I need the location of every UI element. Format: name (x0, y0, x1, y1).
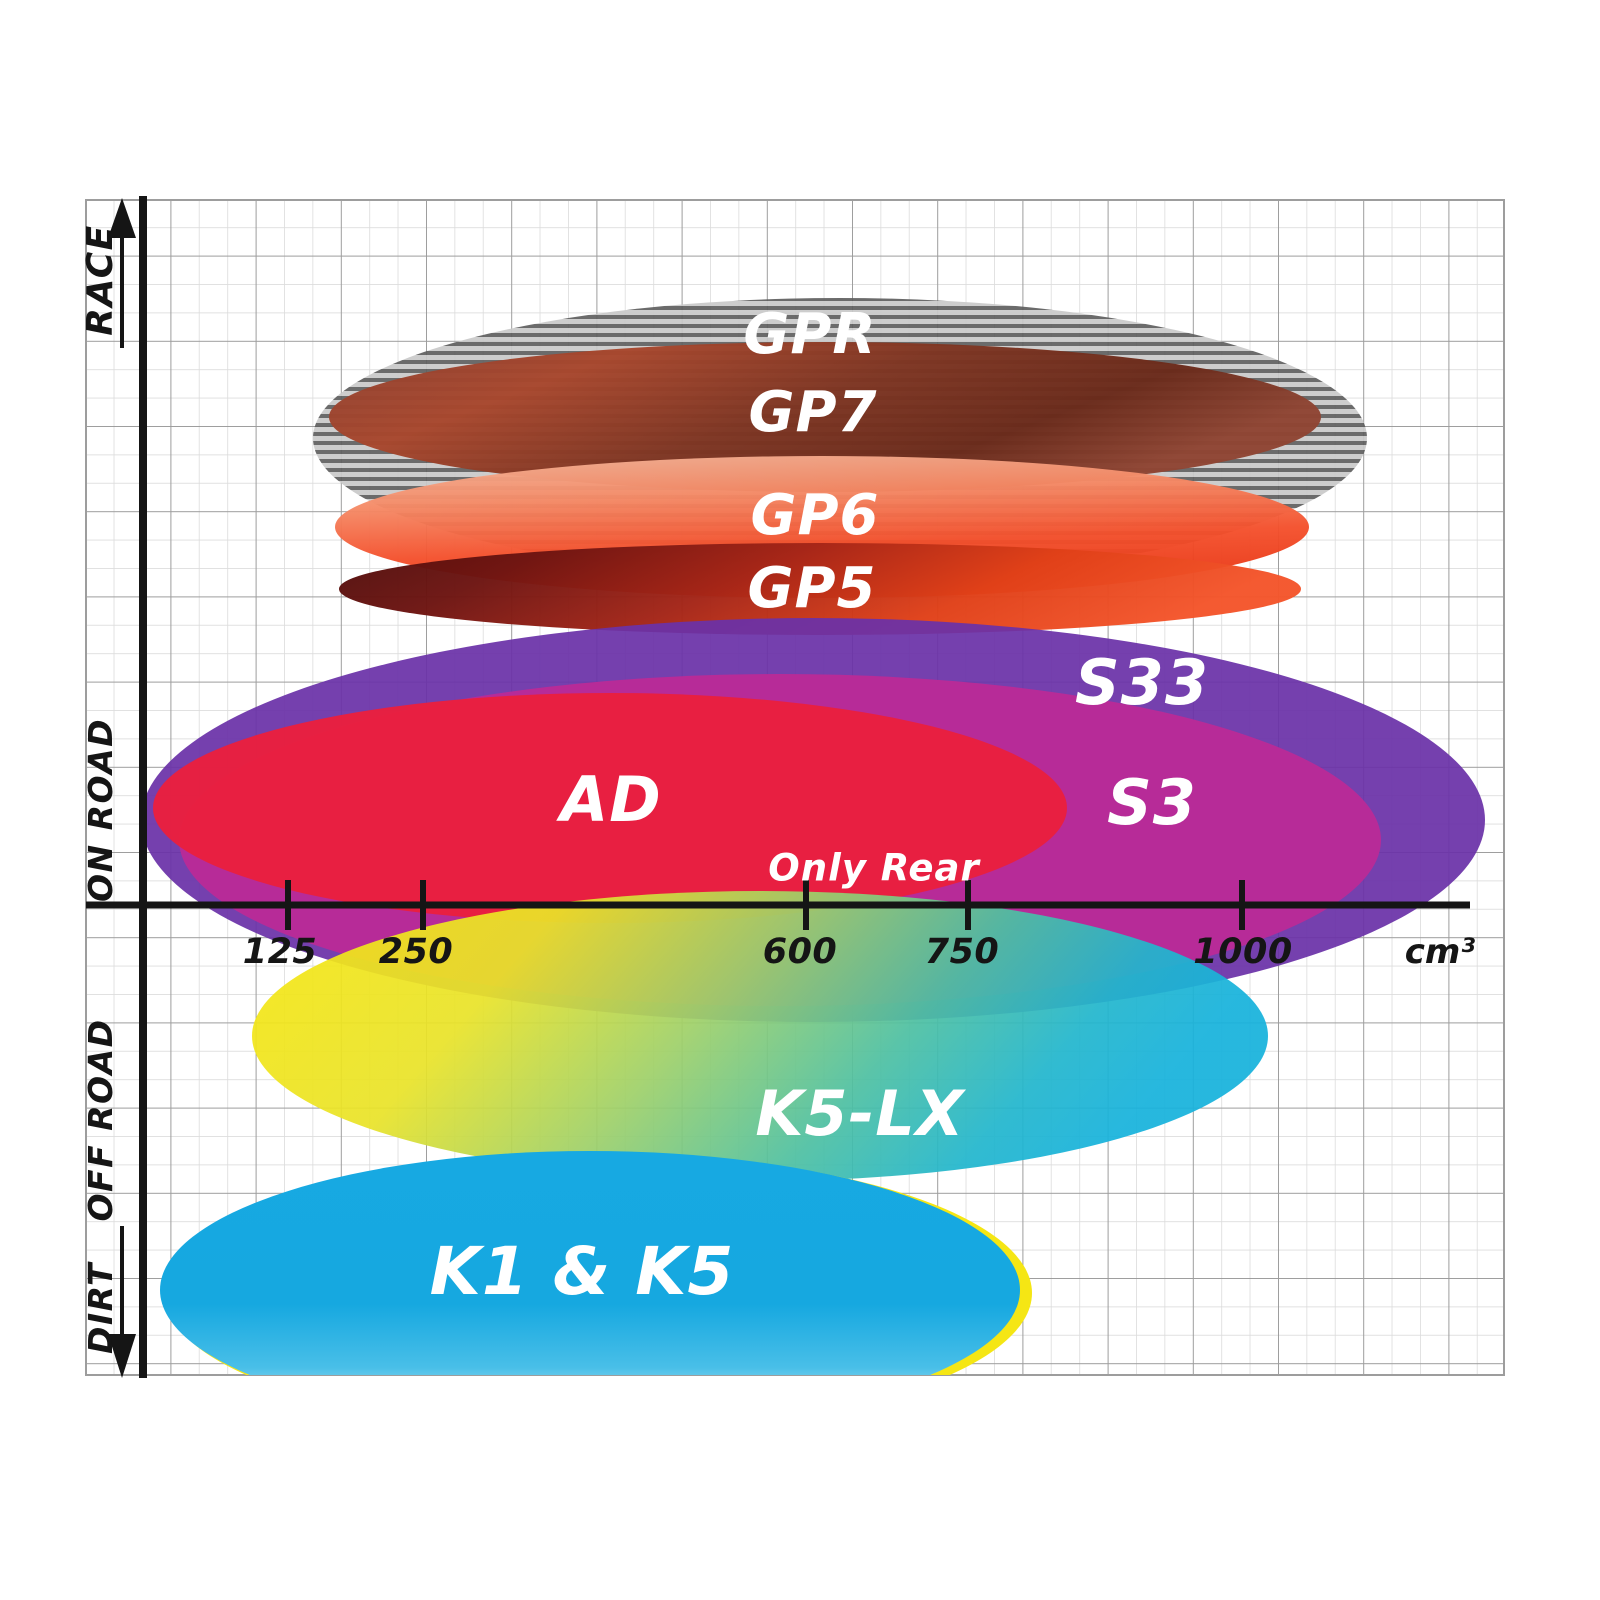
race-arrow-icon (108, 198, 136, 348)
dirt-arrow-icon (108, 1226, 136, 1378)
series-labels: GPR GP7 GP6 GP5 S33 S3 AD Only Rear K5-L… (430, 302, 1209, 1310)
label-ad: AD (555, 763, 661, 836)
series-ad[interactable] (153, 693, 1067, 923)
series-layer (141, 298, 1485, 1433)
label-gp5: GP5 (748, 556, 877, 621)
y-label-dirt: DIRT (81, 1261, 120, 1354)
x-tick-750: 750 (925, 932, 1000, 972)
label-gpr: GPR (743, 302, 876, 367)
y-label-race: RACE (80, 224, 121, 336)
x-axis-ticks (285, 880, 1245, 930)
series-gp7[interactable] (329, 342, 1321, 492)
y-label-on-road: ON ROAD (81, 718, 120, 902)
series-gp5[interactable] (339, 543, 1301, 635)
axes-layer (86, 196, 1470, 1378)
series-k1k5[interactable] (160, 1151, 1032, 1433)
x-tick-labels: 125 250 600 750 1000 cm³ (243, 932, 1476, 972)
label-gp6: GP6 (751, 483, 880, 548)
label-k5lx: K5-LX (755, 1077, 966, 1150)
label-s3: S3 (1107, 766, 1197, 839)
label-only-rear: Only Rear (768, 847, 981, 890)
x-tick-1000: 1000 (1193, 932, 1292, 972)
label-gp7: GP7 (749, 380, 878, 445)
y-label-off-road: OFF ROAD (81, 1018, 120, 1221)
x-tick-250: 250 (379, 932, 454, 972)
label-k1k5: K1 & K5 (430, 1233, 735, 1310)
label-s33: S33 (1075, 646, 1209, 719)
x-tick-125: 125 (243, 932, 318, 972)
series-k5lx[interactable] (252, 891, 1268, 1181)
x-tick-600: 600 (763, 932, 838, 972)
y-category-labels: RACE ON ROAD OFF ROAD DIRT (80, 224, 121, 1354)
x-axis-unit-label: cm³ (1405, 932, 1476, 972)
